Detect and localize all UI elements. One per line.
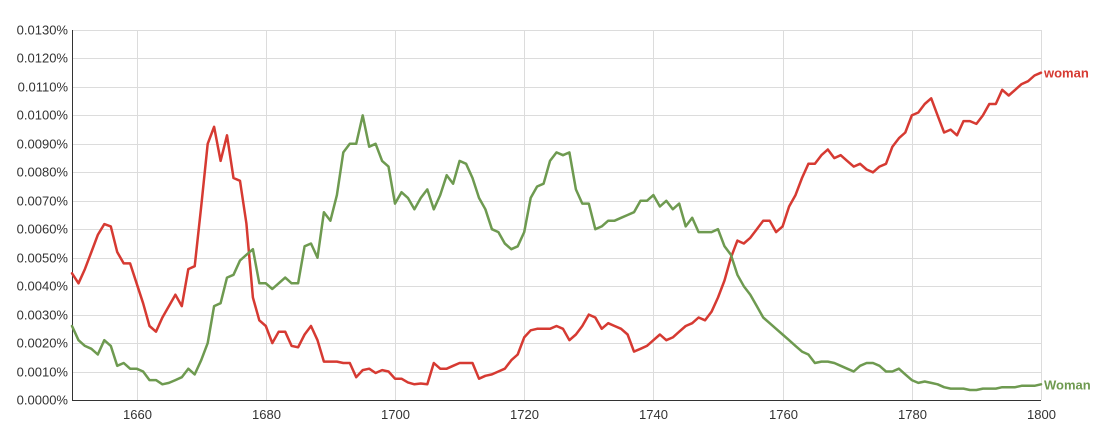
y-tick-label: 0.0000%: [17, 393, 69, 408]
y-tick-label: 0.0080%: [17, 165, 69, 180]
tick-labels: 0.0000% 0.0010% 0.0020% 0.0030% 0.0040% 0.005…: [17, 23, 1056, 423]
y-tick-label: 0.0120%: [17, 51, 69, 66]
y-tick-label: 0.0020%: [17, 336, 69, 351]
axes: [72, 30, 1041, 401]
y-tick-label: 0.0070%: [17, 194, 69, 209]
y-tick-label: 0.0130%: [17, 23, 69, 38]
y-tick-label: 0.0110%: [18, 80, 69, 95]
series-lines: [70, 71, 1043, 392]
x-tick-label: 1660: [123, 407, 152, 422]
x-tick-label: 1680: [252, 407, 281, 422]
x-tick-label: 1700: [381, 407, 410, 422]
y-tick-label: 0.0050%: [17, 251, 69, 266]
y-tick-label: 0.0030%: [17, 308, 69, 323]
y-tick-label: 0.0040%: [17, 279, 69, 294]
x-tick-label: 1780: [898, 407, 927, 422]
series-line-woman-0[interactable]: [70, 71, 1043, 386]
x-tick-label: 1800: [1027, 407, 1056, 422]
grid: [72, 30, 1042, 401]
y-tick-label: 0.0060%: [17, 222, 69, 237]
series-label[interactable]: woman: [1043, 66, 1089, 81]
y-tick-label: 0.0090%: [17, 137, 69, 152]
series-label[interactable]: Woman: [1044, 377, 1091, 392]
x-tick-label: 1740: [639, 407, 668, 422]
x-tick-label: 1760: [769, 407, 798, 422]
x-tick-label: 1720: [510, 407, 539, 422]
series-line-woman-1[interactable]: [70, 114, 1043, 392]
y-tick-label: 0.0010%: [17, 365, 69, 380]
series-legend: woman Woman: [1043, 66, 1091, 393]
y-tick-label: 0.0100%: [17, 108, 69, 123]
